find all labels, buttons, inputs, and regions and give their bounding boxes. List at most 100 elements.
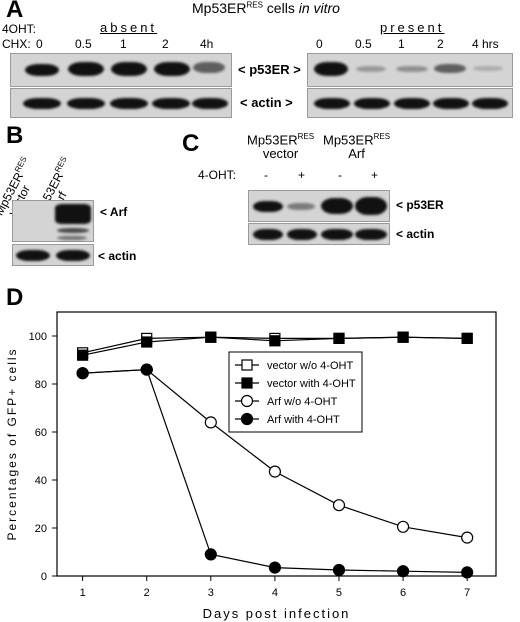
y-tick-label: 60 xyxy=(35,427,47,439)
blot-a-present-p53er xyxy=(307,53,513,87)
time-label-absent-0: 0 xyxy=(36,37,43,51)
blot-c-p53er xyxy=(248,190,390,222)
time-label-absent-3: 2 xyxy=(162,37,169,51)
band xyxy=(253,201,283,212)
band xyxy=(23,98,61,109)
legend-entry: Arf w/o 4-OHT xyxy=(267,396,338,408)
legend-marker xyxy=(240,412,254,426)
band xyxy=(193,62,225,73)
label-actin-c: < actin xyxy=(396,227,435,241)
x-tick-label: 2 xyxy=(144,587,150,599)
row-label-4oht: 4OHT: xyxy=(2,22,37,36)
band xyxy=(154,62,190,76)
band xyxy=(192,98,228,109)
legend-entry: vector with 4-OHT xyxy=(267,378,356,390)
blot-a-absent-p53er xyxy=(10,53,232,87)
band xyxy=(433,98,469,109)
x-tick-label: 4 xyxy=(272,587,278,599)
data-point xyxy=(76,367,89,380)
label-p53er-a: < p53ER > xyxy=(238,62,301,77)
panel-b-letter: B xyxy=(6,122,24,149)
data-point xyxy=(396,520,410,533)
time-label-present-2: 1 xyxy=(398,37,405,51)
band xyxy=(394,98,430,109)
band xyxy=(354,98,390,109)
band xyxy=(56,250,90,261)
legend-marker xyxy=(241,377,253,389)
band xyxy=(16,250,50,261)
treatment-lane-3: - xyxy=(338,168,342,182)
data-point xyxy=(396,565,410,578)
band xyxy=(355,197,387,215)
row-label-chx: CHX: xyxy=(2,37,31,51)
data-point xyxy=(461,566,474,579)
data-point xyxy=(333,332,345,345)
x-tick-label: 7 xyxy=(464,587,470,599)
band xyxy=(57,228,89,233)
panel-d-letter: D xyxy=(6,284,24,311)
x-tick-label: 1 xyxy=(80,587,86,599)
label-p53er-c: < p53ER xyxy=(396,198,444,212)
blot-b-actin xyxy=(12,244,94,266)
data-point xyxy=(268,465,281,478)
time-label-present-1: 0.5 xyxy=(355,37,372,51)
y-axis-label: Percentages of GFP+ cells xyxy=(5,347,19,540)
data-point xyxy=(77,349,89,361)
data-point xyxy=(461,332,473,345)
time-label-present-0: 0 xyxy=(316,37,323,51)
data-point xyxy=(140,363,153,376)
data-point xyxy=(332,499,346,512)
data-point xyxy=(204,416,217,429)
data-point xyxy=(461,531,474,544)
absent-label: absent xyxy=(100,20,158,35)
data-point xyxy=(269,335,281,347)
y-tick-label: 20 xyxy=(35,523,47,535)
band xyxy=(25,64,59,76)
legend-marker xyxy=(241,359,253,371)
treatment-lane-4: + xyxy=(371,168,379,182)
data-point xyxy=(205,331,217,343)
band xyxy=(321,198,353,214)
data-point xyxy=(332,563,346,577)
blot-a-absent-actin xyxy=(10,88,232,118)
blot-a-present-actin xyxy=(307,88,513,118)
treatment-lane-1: - xyxy=(264,168,268,182)
line-chart: 0 20 40 60 80 100 1 2 3 4 5 6 7 Days post infection Pe… xyxy=(5,311,497,621)
data-point xyxy=(268,561,281,574)
panel-c-letter: C xyxy=(182,130,200,157)
band xyxy=(68,62,104,76)
time-label-absent-2: 1 xyxy=(120,37,127,51)
band xyxy=(434,64,466,73)
y-tick-label: 40 xyxy=(35,475,47,487)
y-tick-label: 100 xyxy=(29,331,47,343)
y-tick-label: 80 xyxy=(35,379,47,391)
data-point xyxy=(141,336,153,348)
band xyxy=(356,66,386,72)
time-label-absent-1: 0.5 xyxy=(75,37,92,51)
label-arf-b: < Arf xyxy=(100,205,128,219)
band xyxy=(473,66,503,71)
band xyxy=(321,229,353,240)
band xyxy=(67,98,105,109)
treatment-lane-2: + xyxy=(298,168,306,182)
legend-marker xyxy=(240,394,254,408)
panel-a-title: Mp53ERRES cells in vitro xyxy=(192,0,340,16)
data-point xyxy=(397,331,409,343)
label-actin-b: < actin xyxy=(98,249,137,263)
time-label-present-3: 2 xyxy=(437,37,444,51)
time-label-present-4: 4 hrs xyxy=(472,37,499,51)
band xyxy=(253,229,283,240)
band xyxy=(355,229,387,240)
band xyxy=(314,62,348,76)
blot-c-actin xyxy=(248,223,390,245)
panel-a-letter: A xyxy=(6,0,24,23)
band xyxy=(472,98,508,109)
legend-entry: vector w/o 4-OHT xyxy=(267,360,353,372)
data-point xyxy=(204,548,217,561)
band xyxy=(152,98,190,109)
y-tick-label: 0 xyxy=(41,571,47,583)
plot-frame xyxy=(56,311,497,577)
label-actin-a: < actin > xyxy=(240,95,293,110)
panel-c-treatment-label: 4-OHT: xyxy=(198,168,237,182)
band xyxy=(110,98,148,109)
